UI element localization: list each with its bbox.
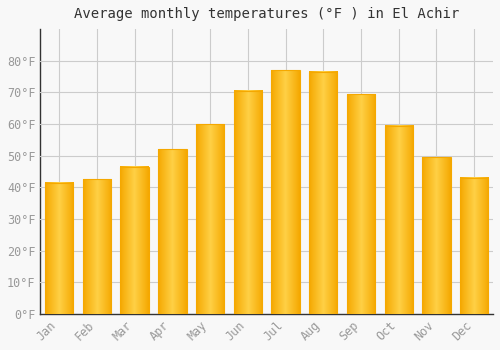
Bar bbox=[196, 124, 224, 314]
Bar bbox=[158, 149, 186, 314]
Bar bbox=[272, 70, 299, 314]
Bar bbox=[422, 157, 450, 314]
Title: Average monthly temperatures (°F ) in El Achir: Average monthly temperatures (°F ) in El… bbox=[74, 7, 460, 21]
Bar bbox=[120, 167, 149, 314]
Bar bbox=[309, 72, 338, 314]
Bar bbox=[347, 94, 375, 314]
Bar bbox=[45, 183, 74, 314]
Bar bbox=[234, 91, 262, 314]
Bar bbox=[384, 126, 413, 314]
Bar bbox=[83, 180, 111, 314]
Bar bbox=[460, 178, 488, 314]
